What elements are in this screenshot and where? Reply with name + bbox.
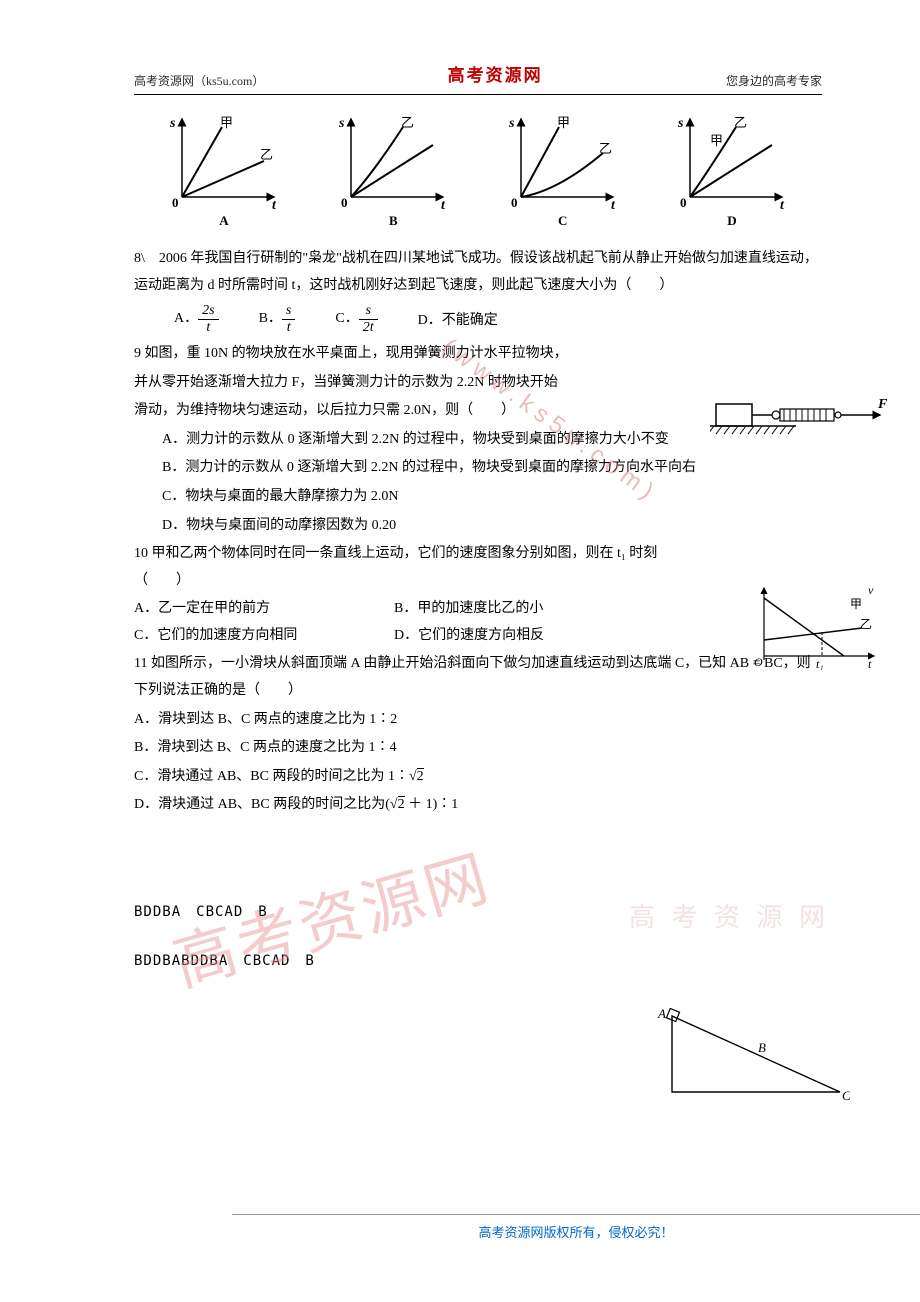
svg-text:乙: 乙 <box>599 141 612 156</box>
q10-opt-C: C．它们的加速度方向相同 <box>134 623 394 650</box>
header-center: 高考资源网 <box>448 60 543 92</box>
svg-text:0: 0 <box>341 195 348 209</box>
svg-text:0: 0 <box>680 195 687 209</box>
graph-C-label: C <box>503 209 623 234</box>
q9-opt-D: D．物块与桌面间的动摩擦因数为 0.20 <box>134 513 822 540</box>
q11-stem: 11 如图所示，一小滑块从斜面顶端 A 由静止开始沿斜面向下做匀加速直线运动到达… <box>134 651 822 704</box>
svg-text:t: t <box>780 198 785 209</box>
answers-block: BDDBA CBCAD B BDDBABDDBA CBCAD B <box>134 899 822 974</box>
q10-opts-row1: A．乙一定在甲的前方 B．甲的加速度比乙的小 <box>134 596 822 623</box>
svg-text:s: s <box>169 116 176 131</box>
footer-text: 高考资源网版权所有，侵权必究！ <box>478 1225 673 1240</box>
q8-opt-C: C．s2t <box>335 303 377 335</box>
q10-opts-row2: C．它们的加速度方向相同 D．它们的速度方向相反 <box>134 623 822 650</box>
svg-text:甲: 甲 <box>850 597 862 611</box>
page-header: 高考资源网（ks5u.com） 高考资源网 您身边的高考专家 <box>134 60 822 95</box>
q11-opt-A: A．滑块到达 B、C 两点的速度之比为 1∶2 <box>134 707 822 734</box>
svg-text:t: t <box>868 657 872 670</box>
q10-opt-D: D．它们的速度方向相反 <box>394 623 544 650</box>
svg-text:乙: 乙 <box>260 147 273 162</box>
graph-A-label: A <box>164 209 284 234</box>
svg-text:t: t <box>611 198 616 209</box>
q10-opt-B: B．甲的加速度比乙的小 <box>394 596 543 623</box>
svg-text:O: O <box>754 655 763 669</box>
graph-B: s t 0 乙 B <box>333 113 453 234</box>
svg-text:0: 0 <box>172 195 179 209</box>
q10-figure: O t v 甲 乙 t₁ <box>750 584 880 670</box>
q10-stem: 10 甲和乙两个物体同时在同一条直线上运动，它们的速度图象分别如图，则在 t₁ … <box>134 541 822 594</box>
svg-text:t₁: t₁ <box>816 657 824 670</box>
header-left: 高考资源网（ks5u.com） <box>134 70 264 93</box>
graph-C: s t 0 甲 乙 C <box>503 113 623 234</box>
graph-B-label: B <box>333 209 453 234</box>
q8-opt-B: B．st <box>259 303 296 335</box>
q11-opt-D: D．滑块通过 AB、BC 两段的时间之比为(√2 ＋ 1)∶1 <box>134 792 822 819</box>
header-right: 您身边的高考专家 <box>726 70 822 93</box>
q7-graphs-row: s t 0 甲 乙 A s t 0 乙 B s t 0 <box>164 113 792 234</box>
svg-text:s: s <box>508 116 515 131</box>
q11-figure: A B C <box>650 1008 850 1108</box>
q9-figure: F <box>710 396 890 442</box>
svg-text:v: v <box>868 584 874 597</box>
q8-opt-A: A．2st <box>174 303 219 335</box>
svg-text:A: A <box>657 1008 666 1021</box>
svg-text:乙: 乙 <box>401 115 414 130</box>
q8-stem: 8\ 2006 年我国自行研制的"枭龙"战机在四川某地试飞成功。假设该战机起飞前… <box>134 246 822 299</box>
q11-opt-C: C．滑块通过 AB、BC 两段的时间之比为 1∶√2 <box>134 764 822 791</box>
graph-D-label: D <box>672 209 792 234</box>
svg-text:B: B <box>758 1040 766 1055</box>
svg-text:t: t <box>272 198 277 209</box>
svg-text:s: s <box>677 116 684 131</box>
graph-A: s t 0 甲 乙 A <box>164 113 284 234</box>
svg-text:0: 0 <box>511 195 518 209</box>
svg-text:t: t <box>441 198 446 209</box>
svg-text:C: C <box>842 1088 850 1103</box>
q9-opt-B: B．测力计的示数从 0 逐渐增大到 2.2N 的过程中，物块受到桌面的摩擦力方向… <box>134 455 822 482</box>
svg-text:F: F <box>877 397 888 412</box>
answers-line1: BDDBA CBCAD B <box>134 899 822 926</box>
svg-text:乙: 乙 <box>734 115 747 130</box>
q9-opt-C: C．物块与桌面的最大静摩擦力为 2.0N <box>134 484 822 511</box>
svg-text:s: s <box>338 116 345 131</box>
graph-D: s t 0 乙 甲 D <box>672 113 792 234</box>
svg-text:乙: 乙 <box>860 617 872 631</box>
svg-text:甲: 甲 <box>710 133 723 148</box>
q8-options: A．2st B．st C．s2t D．不能确定 <box>134 303 822 335</box>
svg-text:甲: 甲 <box>557 115 570 130</box>
q11-opt-B: B．滑块到达 B、C 两点的速度之比为 1∶4 <box>134 735 822 762</box>
q10-opt-A: A．乙一定在甲的前方 <box>134 596 394 623</box>
answers-line2: BDDBABDDBA CBCAD B <box>134 948 822 975</box>
svg-text:甲: 甲 <box>220 115 233 130</box>
page-footer: 高考资源网版权所有，侵权必究！ <box>232 1214 920 1246</box>
